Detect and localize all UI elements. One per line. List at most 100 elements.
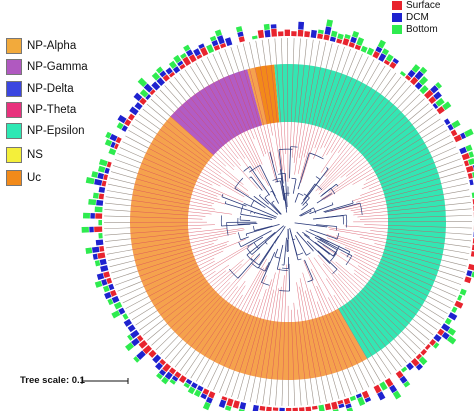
ring-mark bbox=[209, 35, 217, 42]
inner-branch bbox=[264, 197, 281, 215]
inner-branch bbox=[317, 250, 338, 270]
leaf-label-line bbox=[159, 89, 179, 109]
inner-branch bbox=[246, 231, 276, 256]
clade-bands bbox=[129, 64, 446, 381]
leaf-label-line bbox=[401, 331, 421, 350]
ring-mark bbox=[264, 30, 271, 38]
ring-mark bbox=[139, 97, 147, 105]
branch-line bbox=[294, 65, 310, 175]
ring-mark bbox=[82, 212, 91, 219]
legend-label: NP-Alpha bbox=[27, 40, 77, 52]
ring-mark bbox=[418, 356, 428, 366]
leaf-label-line bbox=[169, 81, 187, 102]
branch-line bbox=[143, 250, 224, 287]
branch-line bbox=[329, 183, 442, 212]
leaf-label-line bbox=[347, 368, 358, 393]
branch-line bbox=[345, 124, 413, 177]
branch-line bbox=[239, 289, 267, 373]
branch-line bbox=[321, 133, 419, 200]
leaf-label-line bbox=[225, 370, 235, 396]
legend-swatch bbox=[6, 38, 22, 54]
inner-branch bbox=[292, 178, 297, 194]
leaf-label-line bbox=[439, 170, 465, 179]
ring-mark bbox=[156, 66, 164, 74]
leaf-label-line bbox=[371, 65, 386, 89]
leaf-label-line bbox=[429, 140, 454, 153]
branch-line bbox=[154, 244, 253, 307]
ring-mark bbox=[104, 167, 110, 174]
leaf-label-line bbox=[436, 158, 461, 168]
leaf-label-line bbox=[384, 76, 402, 98]
leaf-label-line bbox=[164, 85, 183, 105]
branch-line bbox=[130, 216, 203, 220]
ring-mark bbox=[156, 372, 163, 380]
branch-line bbox=[137, 241, 229, 272]
branch-line bbox=[359, 236, 443, 255]
inner-branch bbox=[253, 199, 262, 206]
ring-mark bbox=[103, 271, 111, 279]
ring-mark bbox=[85, 177, 95, 185]
branch-line bbox=[326, 278, 377, 353]
ring-mark bbox=[218, 399, 227, 408]
ring-mark bbox=[99, 245, 105, 252]
ring-mark bbox=[448, 312, 458, 321]
leaf-label-line bbox=[444, 243, 471, 248]
leaf-label-line bbox=[155, 94, 175, 113]
legend-swatch bbox=[6, 123, 22, 139]
branch-line bbox=[303, 68, 327, 158]
leaf-label-line bbox=[371, 355, 387, 379]
leaf-label-line bbox=[119, 147, 144, 159]
ring-mark bbox=[428, 96, 437, 104]
inner-arc bbox=[336, 233, 340, 240]
ring-mark bbox=[271, 28, 277, 37]
ring-mark bbox=[450, 129, 458, 137]
branch-line bbox=[364, 224, 446, 228]
leaf-label-line bbox=[432, 146, 457, 158]
branch-line bbox=[136, 243, 214, 267]
inner-arc bbox=[253, 242, 259, 249]
legend-label: NP-Theta bbox=[27, 104, 77, 116]
leaf-label-line bbox=[443, 189, 470, 195]
ring-mark bbox=[94, 178, 103, 186]
leaf-label-line bbox=[429, 290, 454, 303]
inner-arc bbox=[221, 193, 224, 197]
leaf-label-line bbox=[424, 300, 448, 314]
inner-arc bbox=[329, 252, 337, 262]
inner-arc bbox=[346, 251, 351, 258]
ring-mark bbox=[279, 407, 285, 411]
ring-mark bbox=[214, 29, 223, 37]
leaf-label-line bbox=[150, 98, 171, 117]
leaf-label-line bbox=[336, 372, 346, 397]
ring-mark bbox=[127, 113, 135, 121]
track-label: Surface bbox=[406, 0, 441, 11]
branch-line bbox=[344, 247, 433, 287]
leaf-label-line bbox=[237, 373, 246, 400]
ring-mark bbox=[263, 23, 270, 31]
ring-mark bbox=[291, 31, 297, 37]
inner-branch bbox=[308, 168, 329, 196]
inner-arc bbox=[291, 177, 297, 180]
branch-line bbox=[249, 272, 276, 376]
ring-mark bbox=[98, 220, 103, 226]
ring-mark bbox=[361, 390, 370, 399]
branch-line bbox=[141, 162, 224, 197]
ring-mark bbox=[470, 251, 474, 257]
ring-mark bbox=[451, 119, 461, 129]
leaf-label-line bbox=[412, 108, 433, 125]
leaf-label-line bbox=[292, 38, 295, 65]
branch-line bbox=[134, 183, 214, 204]
ring-mark bbox=[360, 45, 368, 53]
inner-branch bbox=[300, 210, 312, 217]
ring-mark bbox=[200, 47, 209, 57]
ring-mark bbox=[326, 19, 334, 27]
ring-mark bbox=[133, 356, 140, 363]
ring-mark bbox=[100, 265, 109, 272]
branch-line bbox=[350, 194, 444, 212]
abundance-rings bbox=[81, 19, 474, 411]
legend-swatch bbox=[6, 81, 22, 97]
inner-arc bbox=[326, 167, 329, 170]
branch-line bbox=[318, 115, 406, 195]
tree-branches bbox=[129, 63, 447, 381]
leaf-label-line bbox=[320, 41, 327, 68]
inner-branch bbox=[282, 186, 288, 213]
